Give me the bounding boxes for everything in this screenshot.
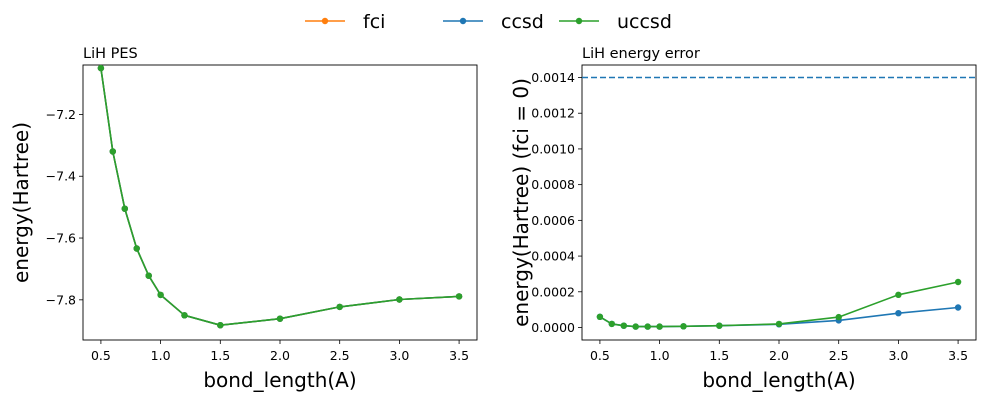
x-tick-label: 0.5 xyxy=(91,348,111,363)
y-tick-label: 0.0002 xyxy=(531,284,575,299)
x-tick-label: 3.0 xyxy=(389,348,409,363)
series-line-uccsd xyxy=(599,281,959,328)
data-point-uccsd xyxy=(775,320,783,328)
data-point-uccsd xyxy=(109,148,117,155)
data-point-uccsd xyxy=(596,313,604,320)
x-tick-label: 1.5 xyxy=(709,348,729,363)
data-point-uccsd xyxy=(276,315,284,322)
x-tick-label: 2.5 xyxy=(829,348,849,363)
data-point-uccsd xyxy=(145,272,152,279)
x-axis-label: bond_length(A) xyxy=(702,368,855,392)
data-point-uccsd xyxy=(336,303,343,311)
legend-label-ccsd: ccsd xyxy=(501,11,544,33)
data-point-uccsd xyxy=(895,291,902,298)
legend-label-uccsd: uccsd xyxy=(617,11,672,33)
data-point-uccsd xyxy=(181,312,188,319)
legend: fci ccsd uccsd xyxy=(305,11,672,33)
x-tick-label: 2.5 xyxy=(330,348,350,363)
legend-marker-uccsd xyxy=(575,17,583,25)
x-tick-label: 1.0 xyxy=(151,348,171,363)
data-point-uccsd xyxy=(954,278,962,286)
y-tick-label: 0.0008 xyxy=(531,177,575,192)
series-line-uccsd xyxy=(100,67,460,327)
x-axis-label: bond_length(A) xyxy=(203,368,356,392)
x-tick-label: 1.0 xyxy=(650,348,670,363)
y-tick-label: 0.0000 xyxy=(531,320,575,335)
data-point-uccsd xyxy=(632,323,639,330)
chart-panel-pes: LiH PES 0.5 1.0 1.5 2.0 2.5 3.0 3.5 −7.2 −7.4 −7.6… xyxy=(9,46,478,392)
data-point-uccsd xyxy=(716,322,723,329)
x-tick-label: 2.0 xyxy=(769,348,789,363)
legend-marker-ccsd xyxy=(459,17,467,25)
data-point-uccsd xyxy=(217,322,224,329)
y-tick-label: 0.0014 xyxy=(531,70,575,85)
data-point-uccsd xyxy=(455,293,463,300)
data-point-uccsd xyxy=(656,323,663,330)
x-tick-label: 3.0 xyxy=(888,348,908,363)
chart-panel-error: LiH energy error 0.5 1.0 1.5 2.0 2.5 3.0 3.5 0.0… xyxy=(509,46,977,392)
y-tick-label: 0.0012 xyxy=(531,106,575,121)
chart-title: LiH PES xyxy=(83,46,138,62)
y-tick-label: 0.0010 xyxy=(531,141,575,156)
x-tick-label: 3.5 xyxy=(948,348,968,363)
y-axis-label: energy(Hartree) (fci = 0) xyxy=(509,78,533,327)
data-point-uccsd xyxy=(157,291,164,299)
data-point-uccsd xyxy=(644,323,651,330)
y-tick-label: 0.0004 xyxy=(531,249,575,264)
data-point-uccsd xyxy=(121,205,128,212)
y-tick-label: −7.8 xyxy=(46,292,76,307)
data-point-uccsd xyxy=(680,323,687,330)
y-axis-label: energy(Hartree) xyxy=(9,122,33,283)
y-tick-label: −7.6 xyxy=(46,231,76,246)
data-point-ccsd xyxy=(895,310,902,317)
data-point-uccsd xyxy=(835,313,842,321)
legend-label-fci: fci xyxy=(363,11,385,33)
chart-title: LiH energy error xyxy=(582,46,700,62)
data-point-uccsd xyxy=(608,320,615,328)
legend-marker-fci xyxy=(321,17,329,25)
data-point-uccsd xyxy=(620,322,627,329)
data-point-ccsd xyxy=(954,304,962,311)
x-tick-label: 2.0 xyxy=(270,348,290,363)
x-tick-label: 3.5 xyxy=(449,348,469,363)
y-tick-label: 0.0006 xyxy=(531,213,575,228)
y-tick-label: −7.2 xyxy=(46,107,76,122)
y-tick-label: −7.4 xyxy=(46,169,76,184)
x-tick-label: 0.5 xyxy=(590,348,610,363)
data-point-uccsd xyxy=(133,245,140,252)
x-tick-label: 1.5 xyxy=(210,348,230,363)
data-point-uccsd xyxy=(396,296,403,303)
data-point-uccsd xyxy=(97,64,105,72)
plot-frame xyxy=(581,64,977,341)
